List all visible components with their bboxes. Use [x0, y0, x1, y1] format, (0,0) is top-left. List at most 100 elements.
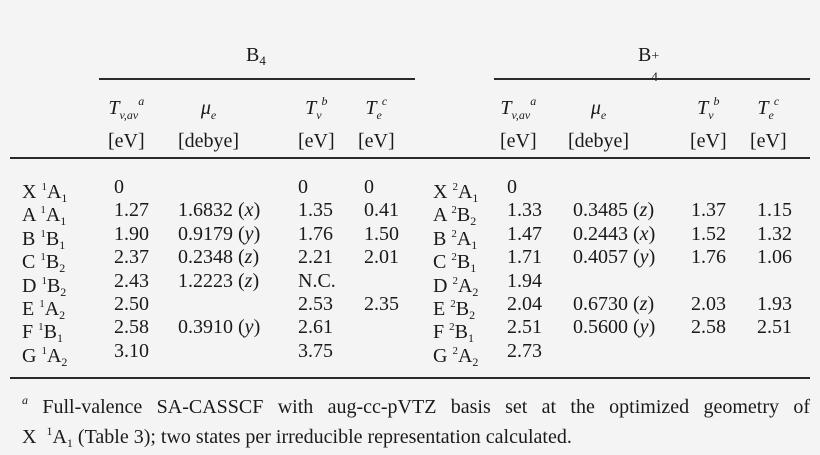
cell-mu: 0.3485 (z)	[573, 199, 655, 222]
column-header-cation-0: Tv,ava [eV]	[500, 88, 537, 154]
cell-te: 2.35	[364, 293, 399, 315]
column-note: b	[321, 94, 328, 108]
column-sub: e	[210, 108, 217, 122]
cell-tvav: 1.94	[507, 269, 542, 292]
cell-te: 0.41	[364, 199, 399, 222]
mu-axis: y	[244, 316, 254, 339]
cell-tvav: 1.71	[507, 246, 542, 269]
state-letter: X	[22, 181, 37, 203]
state-sym: B	[455, 298, 470, 320]
state-letter: F	[22, 321, 34, 344]
state-symsub: 2	[472, 354, 479, 369]
cell-tv: N.C.	[298, 269, 336, 292]
mu-value: 0.3910	[178, 316, 233, 339]
state-letter: G	[433, 344, 448, 367]
state-sym: B	[45, 227, 60, 250]
cell-te: 1.32	[757, 222, 792, 245]
column-note: c	[381, 94, 388, 108]
state-label: F 1B1	[22, 316, 63, 350]
cell-tvav: 2.37	[114, 246, 149, 269]
state-mult: 1	[41, 181, 47, 193]
state-sym: A	[45, 204, 61, 227]
group-sub: 4	[651, 69, 658, 84]
state-letter: B	[22, 227, 36, 250]
header-bottom-rule	[10, 157, 810, 159]
column-symbol: μ	[200, 97, 211, 119]
state-mult: 2	[450, 298, 456, 310]
state-sym: B	[43, 321, 57, 344]
column-note: a	[530, 94, 537, 108]
column-symbol: μ	[590, 97, 601, 119]
column-note: b	[713, 94, 720, 108]
cell-mu: 1.6832 (x)	[178, 199, 261, 222]
column-note: a	[138, 94, 145, 108]
column-symbol: T	[500, 97, 512, 119]
column-header-neutral-3: Tec [eV]	[358, 88, 395, 154]
state-symsub: 1	[59, 237, 66, 252]
column-sub: v,av	[119, 108, 139, 122]
state-label: E 2B2	[433, 293, 475, 327]
state-symsub: 1	[470, 261, 477, 276]
state-label: F 2B1	[433, 316, 474, 350]
state-mult: 1	[41, 274, 47, 287]
group-rule-b4	[99, 78, 415, 80]
state-mult: 2	[449, 321, 455, 334]
cell-tvav: 2.43	[114, 269, 149, 292]
state-label: B 2A1	[433, 223, 477, 257]
column-symbol: T	[697, 97, 709, 119]
mu-axis: y	[244, 222, 254, 245]
state-mult: 1	[41, 344, 47, 357]
state-symsub: 1	[467, 331, 474, 346]
column-unit: [debye]	[568, 130, 630, 152]
group-rule-b4-cation	[494, 78, 810, 80]
state-letter: A	[433, 204, 447, 227]
column-symbol: T	[305, 97, 317, 119]
cell-mu: 0.6730 (z)	[573, 293, 655, 315]
state-symsub: 2	[472, 284, 479, 299]
state-symsub: 2	[59, 308, 66, 322]
state-letter: X	[433, 181, 448, 203]
cell-tv: 2.53	[298, 293, 333, 315]
cell-te: 1.93	[757, 293, 792, 315]
column-header-neutral-0: Tv,ava [eV]	[108, 88, 145, 154]
column-unit: [debye]	[178, 130, 240, 152]
cell-te: 2.01	[364, 246, 399, 269]
cell-te: 2.51	[757, 316, 792, 339]
cell-tvav: 1.47	[507, 222, 542, 245]
mu-axis: z	[639, 293, 648, 315]
state-mult: 2	[451, 251, 457, 264]
group-header-b4-cation: B 4 +	[638, 44, 661, 84]
state-sym: B	[454, 321, 468, 344]
cell-tvav: 2.51	[507, 316, 542, 339]
state-symsub: 1	[472, 191, 479, 205]
state-label: A 2B2	[433, 199, 476, 233]
cell-tvav: 0	[114, 176, 124, 198]
column-sub: e	[600, 108, 607, 122]
mu-axis: x	[639, 222, 649, 245]
column-header-cation-3: Tec [eV]	[750, 88, 787, 154]
table-bottom-rule	[10, 377, 810, 379]
mu-value: 0.6730	[573, 293, 628, 315]
cell-mu: 0.4057 (y)	[573, 246, 656, 269]
state-sym: A	[456, 227, 472, 250]
state-mult: 2	[452, 274, 458, 287]
mu-axis: y	[639, 246, 649, 269]
cell-tvav: 2.04	[507, 293, 542, 315]
state-symsub: 2	[59, 261, 66, 276]
mu-value: 0.9179	[178, 222, 233, 245]
mu-axis: y	[639, 316, 649, 339]
state-letter: E	[433, 298, 446, 320]
cell-mu: 1.2223 (z)	[178, 269, 260, 292]
state-sym: A	[457, 274, 473, 297]
mu-value: 0.4057	[573, 246, 628, 269]
state-symsub: 1	[60, 214, 67, 229]
state-mult: 2	[451, 204, 457, 217]
column-unit: [eV]	[750, 130, 787, 152]
table-footnote: a Full-valence SA-CASSCF with aug-cc-pVT…	[22, 388, 810, 455]
footnote-line2: (Table 3); two states per irreducible re…	[77, 426, 572, 448]
cell-mu: 0.2443 (x)	[573, 222, 656, 245]
state-mult: 2	[452, 181, 458, 193]
cell-tv: 1.76	[691, 246, 726, 269]
group-sub: 4	[259, 53, 266, 68]
state-mult: 2	[452, 344, 458, 357]
